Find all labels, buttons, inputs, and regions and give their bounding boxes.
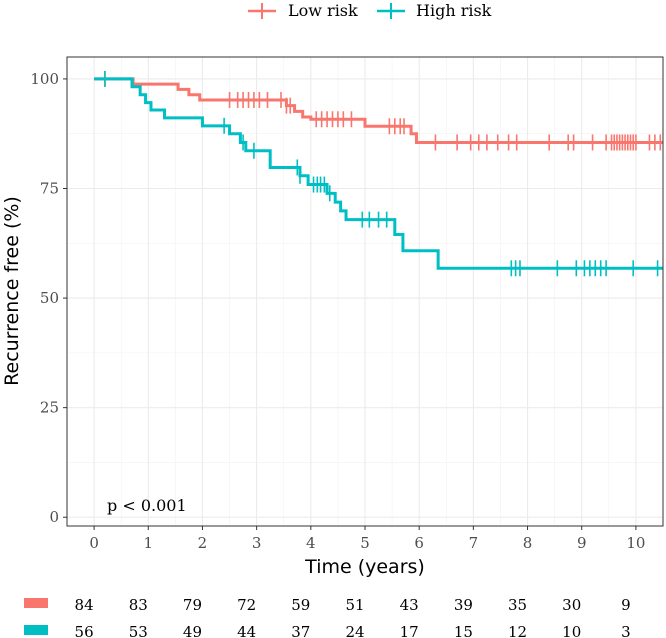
at-risk-count-high-risk: 3 bbox=[621, 623, 631, 638]
at-risk-count-high-risk: 10 bbox=[562, 623, 581, 638]
at-risk-count-high-risk: 53 bbox=[129, 623, 148, 638]
x-tick-label: 0 bbox=[89, 534, 99, 552]
at-risk-count-high-risk: 15 bbox=[454, 623, 473, 638]
x-tick-label: 3 bbox=[252, 534, 262, 552]
x-axis: 0 1 2 3 4 5 6 7 8 9 10 bbox=[89, 526, 645, 552]
x-tick-label: 2 bbox=[198, 534, 208, 552]
at-risk-count-low-risk: 79 bbox=[183, 596, 202, 614]
at-risk-count-low-risk: 9 bbox=[621, 596, 631, 614]
x-axis-title: Time (years) bbox=[304, 556, 425, 578]
at-risk-count-low-risk: 59 bbox=[291, 596, 310, 614]
censor-marks bbox=[104, 70, 662, 277]
p-value-annotation: p < 0.001 bbox=[107, 496, 187, 515]
risk-table-key-high-risk bbox=[24, 625, 48, 635]
risk-table-key-low-risk bbox=[24, 598, 48, 608]
y-tick-label: 50 bbox=[40, 289, 59, 307]
at-risk-count-high-risk: 49 bbox=[183, 623, 202, 638]
x-tick-label: 8 bbox=[523, 534, 533, 552]
at-risk-count-high-risk: 12 bbox=[508, 623, 527, 638]
legend: Low risk High risk bbox=[248, 1, 492, 20]
x-tick-label: 1 bbox=[143, 534, 153, 552]
legend-item-high-risk: High risk bbox=[377, 1, 492, 20]
x-tick-label: 9 bbox=[577, 534, 587, 552]
at-risk-count-high-risk: 37 bbox=[291, 623, 310, 638]
at-risk-count-low-risk: 72 bbox=[237, 596, 256, 614]
legend-label-low-risk: Low risk bbox=[288, 1, 358, 20]
at-risk-count-low-risk: 39 bbox=[454, 596, 473, 614]
at-risk-count-low-risk: 83 bbox=[129, 596, 148, 614]
y-tick-label: 25 bbox=[40, 399, 59, 417]
legend-label-high-risk: High risk bbox=[416, 1, 492, 20]
at-risk-count-low-risk: 35 bbox=[508, 596, 527, 614]
x-tick-label: 6 bbox=[414, 534, 424, 552]
x-tick-label: 7 bbox=[469, 534, 479, 552]
legend-item-low-risk: Low risk bbox=[248, 1, 358, 20]
y-tick-label: 75 bbox=[40, 179, 59, 197]
at-risk-count-high-risk: 24 bbox=[345, 623, 364, 638]
survival-curve-low-risk bbox=[94, 77, 663, 144]
x-tick-label: 4 bbox=[306, 534, 316, 552]
y-tick-label: 100 bbox=[30, 70, 59, 88]
at-risk-count-high-risk: 56 bbox=[75, 623, 94, 638]
grid bbox=[67, 57, 663, 526]
y-axis-title: Recurrence free (%) bbox=[1, 196, 23, 386]
at-risk-count-low-risk: 30 bbox=[562, 596, 581, 614]
at-risk-count-low-risk: 51 bbox=[345, 596, 364, 614]
x-tick-label: 10 bbox=[626, 534, 645, 552]
at-risk-count-high-risk: 44 bbox=[237, 623, 256, 638]
at-risk-count-high-risk: 17 bbox=[400, 623, 419, 638]
y-tick-label: 0 bbox=[49, 508, 59, 526]
risk-table: 84 83 79 72 59 51 43 39 35 30 9 56 53 49 44 37 24 17 15 12 1… bbox=[24, 596, 631, 638]
at-risk-count-low-risk: 84 bbox=[75, 596, 94, 614]
at-risk-count-low-risk: 43 bbox=[400, 596, 419, 614]
y-axis: 0 25 50 75 100 bbox=[30, 70, 67, 526]
x-tick-label: 5 bbox=[360, 534, 370, 552]
